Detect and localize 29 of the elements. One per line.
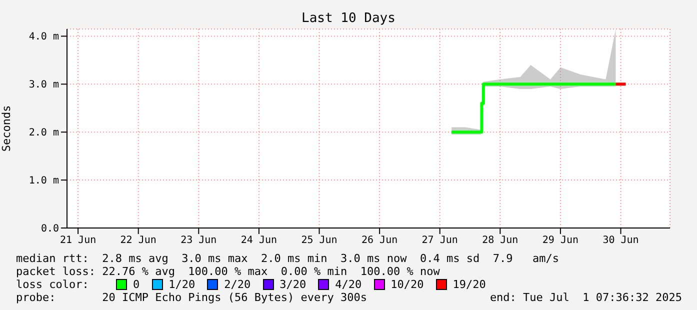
text: packet loss: 22.76 % avg 100.00 % max 0.00 % min 100.00 % now [16,265,441,278]
x-tick-label: 22 Jun [120,235,156,246]
x-tick-label: 26 Jun [361,235,398,246]
x-tick-label: 28 Jun [482,235,518,246]
x-tick-label: 25 Jun [301,235,338,246]
legend-label: 2/20 [223,278,251,291]
y-tick-label: 1.0 m [28,176,59,187]
x-tick-label: 24 Jun [240,235,278,246]
x-tick-label: 21 Jun [60,235,96,246]
y-axis-title: Seconds [0,105,13,152]
legend-label: 0 [132,278,140,291]
chart-title: Last 10 Days [300,11,396,27]
legend-label: 19/20 [452,278,486,291]
y-tick-label: 3.0 m [28,80,59,91]
text: end: Tue Jul 1 07:36:32 2025 [490,291,682,304]
legend-title: loss color: [16,278,90,291]
y-tick-label: 4.0 m [28,32,59,43]
text: probe: 20 ICMP Echo Pings (56 Bytes) every 300s [16,291,367,304]
x-tick-label: 23 Jun [180,235,217,246]
x-tick-label: 29 Jun [542,235,579,246]
x-tick-label: 27 Jun [422,235,458,246]
legend-label: 1/20 [168,278,196,291]
x-tick-label: 30 Jun [602,235,639,246]
legend-label: 10/20 [390,278,424,291]
y-tick-label: 2.0 m [28,128,59,139]
text: median rtt: 2.8 ms avg 3.0 ms max 2.0 ms min 3.0 ms now 0.4 ms sd 7.9 am/s [16,252,560,265]
legend-label: 4/20 [334,278,362,291]
legend-label: 3/20 [278,278,306,291]
y-tick-label: 0.0 [40,224,59,235]
